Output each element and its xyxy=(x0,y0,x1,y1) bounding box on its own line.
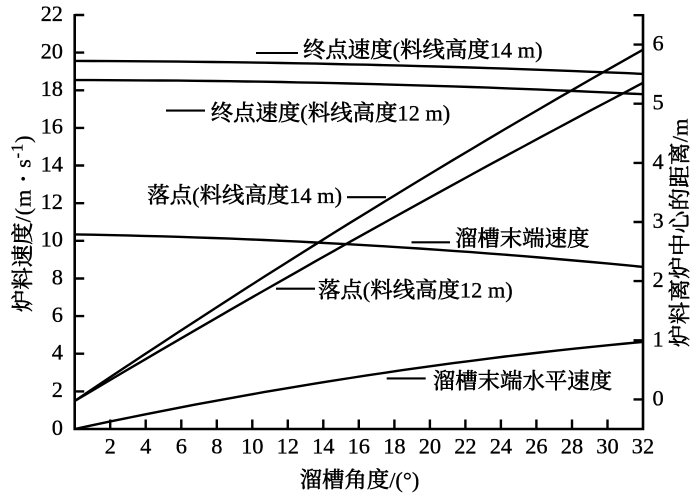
svg-text:14 m): 14 m) xyxy=(289,183,342,208)
svg-text:10: 10 xyxy=(41,227,63,252)
svg-text:(: ( xyxy=(363,278,370,303)
svg-text:22: 22 xyxy=(41,1,63,26)
svg-text:12: 12 xyxy=(41,189,63,214)
svg-text:5: 5 xyxy=(653,90,664,115)
svg-text:24: 24 xyxy=(490,434,512,459)
svg-text:6: 6 xyxy=(653,31,664,56)
svg-text:32: 32 xyxy=(632,434,654,459)
svg-text:10: 10 xyxy=(241,434,263,459)
svg-text:18: 18 xyxy=(41,76,63,101)
svg-text:1: 1 xyxy=(653,326,664,351)
svg-text:14: 14 xyxy=(312,434,334,459)
svg-text:2: 2 xyxy=(653,267,664,292)
svg-text:8: 8 xyxy=(52,264,63,289)
svg-text:4: 4 xyxy=(140,434,151,459)
svg-text:16: 16 xyxy=(348,434,370,459)
svg-text:14 m): 14 m) xyxy=(490,37,543,62)
svg-text:/m: /m xyxy=(668,118,693,142)
svg-text:12: 12 xyxy=(277,434,299,459)
svg-text:0: 0 xyxy=(653,385,664,410)
svg-text:12 m): 12 m) xyxy=(460,278,513,303)
svg-text:12 m): 12 m) xyxy=(397,101,450,126)
svg-text:(: ( xyxy=(192,183,199,208)
svg-text:4: 4 xyxy=(52,340,63,365)
svg-text:(: ( xyxy=(300,101,307,126)
svg-text:14: 14 xyxy=(41,151,63,176)
svg-text:2: 2 xyxy=(52,377,63,402)
svg-text:(: ( xyxy=(393,37,400,62)
svg-text:20: 20 xyxy=(419,434,441,459)
svg-text:8: 8 xyxy=(211,434,222,459)
svg-text:0: 0 xyxy=(52,415,63,440)
svg-text:/(°): /(°) xyxy=(389,467,419,492)
svg-text:26: 26 xyxy=(525,434,547,459)
svg-text:28: 28 xyxy=(561,434,583,459)
svg-text:6: 6 xyxy=(176,434,187,459)
svg-text:6: 6 xyxy=(52,302,63,327)
svg-text:30: 30 xyxy=(596,434,618,459)
svg-text:18: 18 xyxy=(383,434,405,459)
svg-text:2: 2 xyxy=(105,434,116,459)
svg-text:20: 20 xyxy=(41,38,63,63)
svg-text:16: 16 xyxy=(41,114,63,139)
svg-text:22: 22 xyxy=(454,434,476,459)
svg-text:3: 3 xyxy=(653,208,664,233)
svg-text:4: 4 xyxy=(653,149,664,174)
